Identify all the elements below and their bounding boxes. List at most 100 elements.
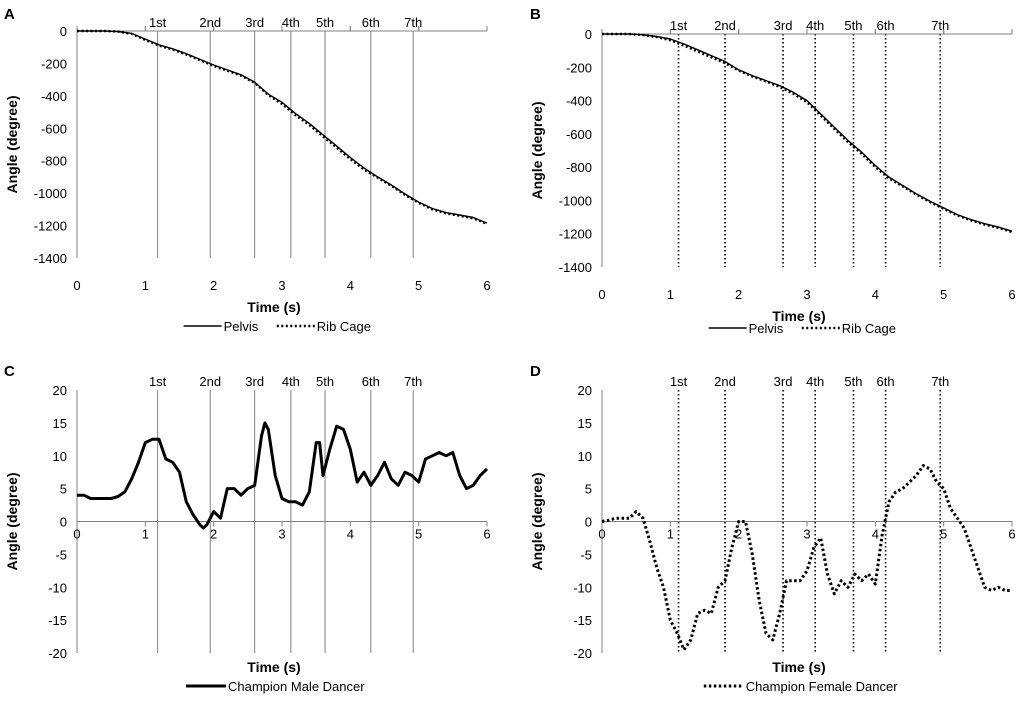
y-tick-label: 20 (578, 383, 592, 398)
x-tick-label: 2 (210, 278, 217, 293)
legend-label: Champion Female Dancer (746, 679, 898, 694)
y-tick-label: 0 (585, 515, 592, 530)
x-tick-label: 4 (347, 527, 354, 542)
turn-marker-label: 6th (877, 18, 895, 33)
y-tick-label: -1400 (559, 260, 592, 275)
series-line-champion-female-dancer (601, 464, 1012, 652)
turn-marker-label: 5th (844, 374, 862, 389)
turn-marker-label: 3rd (245, 15, 264, 30)
x-tick-label: 2 (210, 527, 217, 542)
y-tick-label: -20 (48, 646, 67, 661)
y-tick-label: -15 (48, 613, 67, 628)
y-tick-label: -1000 (34, 186, 67, 201)
y-tick-label: 15 (578, 416, 592, 431)
series-line-pelvis (77, 30, 488, 224)
x-tick-label: 3 (278, 278, 285, 293)
x-tick-label: 5 (415, 278, 422, 293)
turn-marker-label: 3rd (774, 18, 793, 33)
legend-label: Champion Male Dancer (228, 679, 365, 694)
turn-marker-label: 2nd (714, 18, 736, 33)
y-tick-label: 20 (53, 383, 67, 398)
panel-letter: D (530, 363, 541, 380)
x-tick-label: 3 (803, 527, 810, 542)
turn-marker-label: 7th (404, 15, 422, 30)
x-tick-label: 6 (1008, 527, 1015, 542)
x-tick-label: 4 (872, 287, 879, 302)
panel-letter: A (4, 6, 15, 23)
y-tick-label: -10 (48, 580, 67, 595)
legend-label: Pelvis (749, 321, 784, 336)
y-tick-label: -5 (55, 547, 67, 562)
x-tick-label: 1 (142, 278, 149, 293)
x-tick-label: 6 (483, 278, 490, 293)
x-tick-label: 1 (667, 287, 674, 302)
turn-marker-label: 1st (670, 374, 688, 389)
y-tick-label: -600 (41, 121, 67, 136)
y-tick-label: 5 (60, 482, 67, 497)
turn-marker-label: 4th (806, 18, 824, 33)
y-tick-label: -400 (566, 94, 592, 109)
turn-marker-label: 2nd (199, 15, 221, 30)
legend-label: Rib Cage (317, 319, 371, 334)
y-tick-label: -10 (573, 580, 592, 595)
turn-marker-label: 4th (806, 374, 824, 389)
x-tick-label: 0 (73, 527, 80, 542)
panel-letter: B (530, 6, 541, 23)
y-tick-label: -400 (41, 89, 67, 104)
x-axis-title: Time (s) (772, 308, 825, 324)
y-tick-label: -800 (566, 160, 592, 175)
y-tick-label: -1200 (559, 227, 592, 242)
chart-panel-a: A 1st 2nd 3rd 4th 5th 6th 7th 0 -200 -400 -600 -800 -… (4, 6, 491, 334)
series-line-champion-male-dancer (77, 421, 489, 530)
y-axis-title: Angle (degree) (4, 95, 20, 193)
y-tick-label: -5 (580, 547, 592, 562)
x-tick-label: 6 (1008, 287, 1015, 302)
turn-marker-label: 7th (931, 18, 949, 33)
x-tick-label: 0 (598, 527, 605, 542)
y-tick-label: 0 (60, 24, 67, 39)
x-axis-title: Time (s) (772, 659, 825, 675)
y-tick-label: -1400 (34, 251, 67, 266)
turn-marker-label: 1st (149, 374, 167, 389)
x-tick-label: 1 (142, 527, 149, 542)
x-tick-label: 2 (735, 287, 742, 302)
turn-marker-label: 6th (877, 374, 895, 389)
series-line-pelvis (602, 33, 1013, 232)
series-line-rib-cage (602, 32, 1013, 234)
x-tick-label: 4 (347, 278, 354, 293)
turn-marker-label: 1st (670, 18, 688, 33)
turn-marker-label: 4th (282, 374, 300, 389)
chart-panel-b: B 1st 2nd 3rd 4th 5th 6th 7th 0 -200 -400 -600 -800 -… (529, 6, 1016, 336)
y-tick-label: 5 (585, 482, 592, 497)
turn-marker-label: 5th (316, 15, 334, 30)
series-line-rib-cage (77, 29, 488, 226)
turn-marker-label: 7th (931, 374, 949, 389)
x-tick-label: 6 (483, 527, 490, 542)
y-tick-label: -20 (573, 646, 592, 661)
turn-marker-label: 3rd (245, 374, 264, 389)
x-tick-label: 0 (598, 287, 605, 302)
turn-marker-label: 2nd (714, 374, 736, 389)
turn-marker-label: 1st (149, 15, 167, 30)
x-axis-title: Time (s) (247, 659, 300, 675)
y-tick-label: -600 (566, 127, 592, 142)
y-tick-label: -15 (573, 613, 592, 628)
x-tick-label: 2 (735, 527, 742, 542)
y-tick-label: -1200 (34, 219, 67, 234)
x-tick-label: 5 (415, 527, 422, 542)
x-tick-label: 3 (803, 287, 810, 302)
y-tick-label: 0 (60, 515, 67, 530)
y-tick-label: -200 (566, 60, 592, 75)
y-axis-title: Angle (degree) (529, 101, 545, 199)
x-tick-label: 0 (73, 278, 80, 293)
turn-marker-label: 6th (362, 15, 380, 30)
y-tick-label: -1000 (559, 193, 592, 208)
y-tick-label: 10 (578, 449, 592, 464)
turn-marker-label: 6th (362, 374, 380, 389)
x-tick-label: 5 (940, 527, 947, 542)
legend-label: Pelvis (224, 319, 259, 334)
turn-marker-label: 5th (844, 18, 862, 33)
